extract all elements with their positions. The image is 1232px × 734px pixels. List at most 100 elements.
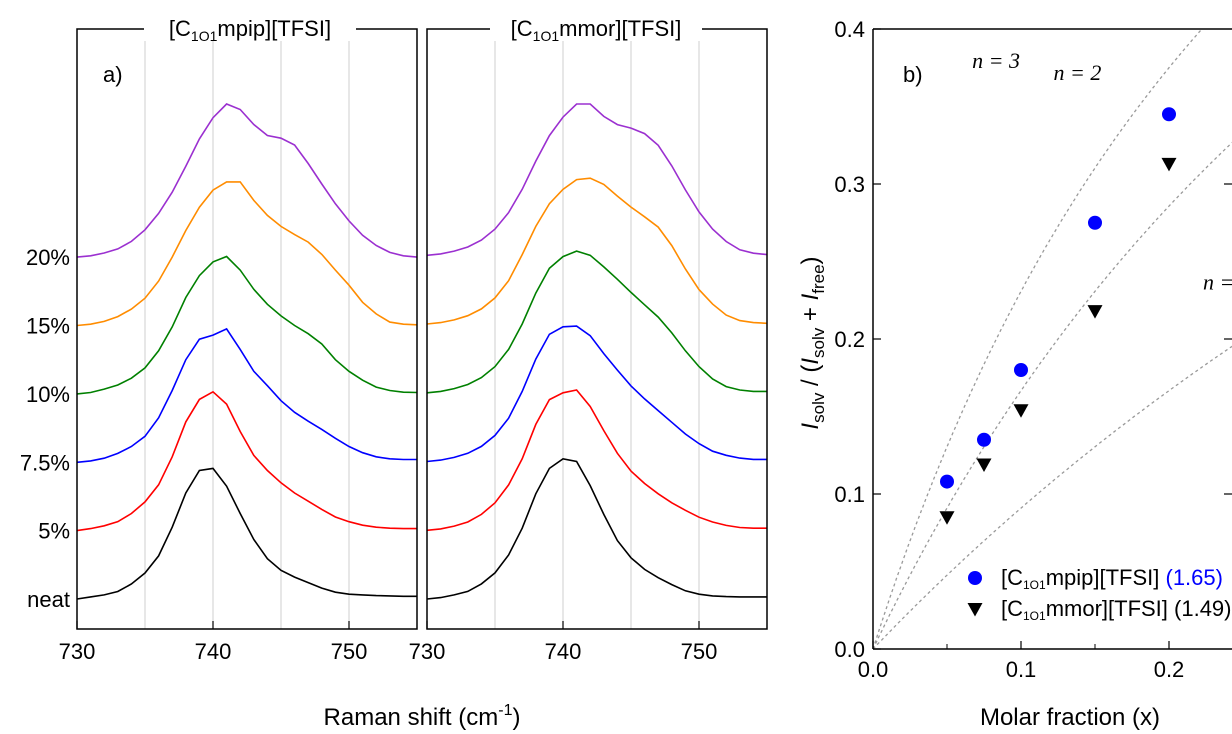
panel-a-curve-20% [76, 103, 418, 258]
panel-a-x-ticks: 730 740 750 [59, 621, 368, 664]
panel-a-curves [76, 103, 418, 600]
reference-line-label-n1: n = 1 [1203, 269, 1232, 294]
panel-a2-x-tick-label: 740 [545, 639, 582, 664]
panel-a2-curve-neat [426, 457, 767, 600]
data-point-mmor [939, 511, 955, 525]
panel-a2-x-tick-label: 750 [681, 639, 718, 664]
y-label-sep2: + [797, 300, 824, 327]
data-point-mmor [1161, 157, 1177, 172]
offset-label: 10% [26, 382, 70, 407]
raman-x-label-end: ) [512, 704, 520, 731]
panel-a2-curve-5% [426, 389, 767, 532]
offset-labels: neat 5% 7.5% 10% 15% 20% [20, 245, 70, 612]
legend-value: (1.65) [1159, 565, 1223, 590]
legend-value: (1.49) [1168, 596, 1232, 621]
panel-a-raman-mmor: [C1O1mmor][TFSI] 730 740 750 [409, 16, 768, 664]
panel-b-x-axis-label: Molar fraction (x) [980, 704, 1160, 731]
data-point-mmor [976, 458, 992, 473]
offset-label: neat [27, 587, 70, 612]
panel-b-label: b) [903, 62, 923, 87]
raman-x-label-text: Raman shift (cm [324, 704, 499, 731]
legend-marker-mmor [967, 603, 983, 617]
panel-a-label: a) [103, 62, 123, 87]
y-label-i1: I [797, 423, 824, 430]
y-tick-label: 0.0 [834, 637, 865, 662]
panel-a-curve-10% [76, 255, 418, 395]
data-point-mmor [1013, 404, 1029, 418]
data-point-mpip [1088, 215, 1102, 230]
panel-a-curve-5% [76, 390, 417, 532]
data-point-mmor [1087, 305, 1103, 319]
panel-a2-curve-15% [426, 177, 768, 325]
panel-a-raman-mpip: [C1O1mpip][TFSI] a) 730 740 750 neat 5% 7.5%… [20, 16, 418, 664]
y-label-i2: I [797, 358, 824, 365]
panel-b-solvation: n = 3 n = 2 n = 1 0.0 0.1 0.2 0.3 0.4 0.0 0.1 0.2… [797, 17, 1232, 731]
data-point-mpip [1162, 107, 1176, 122]
data-point-mpip [977, 432, 991, 447]
offset-label: 7.5% [20, 450, 70, 475]
reference-line-label-n2: n = 2 [1054, 60, 1102, 85]
data-point-mpip [1014, 363, 1028, 377]
legend-label-mmor: [C1O1mmor][TFSI] (1.49) [1001, 596, 1232, 623]
panel-a-curve-7.5% [76, 327, 417, 464]
offset-label: 20% [26, 245, 70, 270]
reference-line-n1 [872, 345, 1232, 650]
reference-line-n2 [872, 141, 1232, 650]
panel-a2-title-pre: [C [511, 16, 533, 41]
y-label-solv2: solv [809, 327, 828, 358]
legend-label-mpip: [C1O1mpip][TFSI] (1.65) [1001, 565, 1223, 592]
panel-a2-title-post: mmor][TFSI] [559, 16, 681, 41]
panel-b-points [939, 107, 1177, 525]
offset-label: 15% [26, 314, 70, 339]
legend-name-pre: [C [1001, 596, 1023, 621]
panel-b-y-axis-label: Isolv / (Isolv + Ifree) [797, 256, 828, 429]
panel-a-title-post: mpip][TFSI] [217, 16, 331, 41]
legend-name-post: mmor][TFSI] [1046, 596, 1168, 621]
y-tick-label: 0.4 [834, 17, 865, 42]
panel-a-x-tick-label: 750 [331, 639, 368, 664]
reference-line-label-n3: n = 3 [972, 48, 1020, 73]
panel-b-axes: 0.0 0.1 0.2 0.3 0.4 0.0 0.1 0.2 [834, 17, 1232, 682]
panel-a2-curve-20% [426, 103, 768, 257]
panel-a2-curve-10% [426, 250, 767, 394]
panel-a-curve-15% [76, 181, 418, 327]
panel-a2-gridlines [494, 29, 700, 629]
panel-a-frame [76, 28, 418, 630]
legend-name-pre: [C [1001, 565, 1023, 590]
panel-a-title: [C1O1mpip][TFSI] [169, 16, 331, 44]
data-point-mpip [940, 474, 954, 489]
y-tick-label: 0.3 [834, 172, 865, 197]
panel-a-curve-neat [76, 467, 417, 600]
raman-x-axis-label: Raman shift (cm-1) [324, 702, 521, 731]
panel-a2-x-tick-label: 730 [409, 639, 446, 664]
y-label-solv1: solv [809, 392, 828, 423]
y-label-free: free [809, 264, 828, 293]
panel-a2-curves [426, 103, 768, 600]
x-tick-label: 0.1 [1006, 657, 1037, 682]
reference-line-n3 [872, 30, 1201, 650]
panel-a-title-bg [144, 17, 356, 41]
y-label-close: ) [797, 256, 824, 264]
y-label-i3: I [797, 293, 824, 300]
panel-a2-title-sub: 1O1 [533, 28, 560, 44]
panel-a2-title-bg [490, 17, 702, 41]
x-tick-label: 0.2 [1154, 657, 1185, 682]
panel-b-reference-lines: n = 3 n = 2 n = 1 [872, 30, 1232, 650]
legend-name-sub: 1O1 [1023, 578, 1046, 592]
legend-marker-mpip [968, 571, 982, 585]
panel-a-title-pre: [C [169, 16, 191, 41]
y-tick-label: 0.2 [834, 327, 865, 352]
panel-a-title-sub: 1O1 [191, 28, 218, 44]
y-tick-label: 0.1 [834, 482, 865, 507]
legend-name-post: mpip][TFSI] [1046, 565, 1160, 590]
panel-b-legend: [C1O1mpip][TFSI] (1.65) [C1O1mmor][TFSI] … [967, 565, 1232, 623]
offset-label: 5% [38, 519, 70, 544]
raman-x-label-sup: -1 [498, 702, 512, 719]
panel-a2-title: [C1O1mmor][TFSI] [511, 16, 682, 44]
panel-a2-frame [426, 28, 768, 630]
panel-a2-curve-7.5% [426, 325, 767, 463]
panel-a-x-tick-label: 740 [195, 639, 232, 664]
panel-a-gridlines [144, 29, 350, 629]
panel-a2-x-ticks: 730 740 750 [409, 621, 718, 664]
